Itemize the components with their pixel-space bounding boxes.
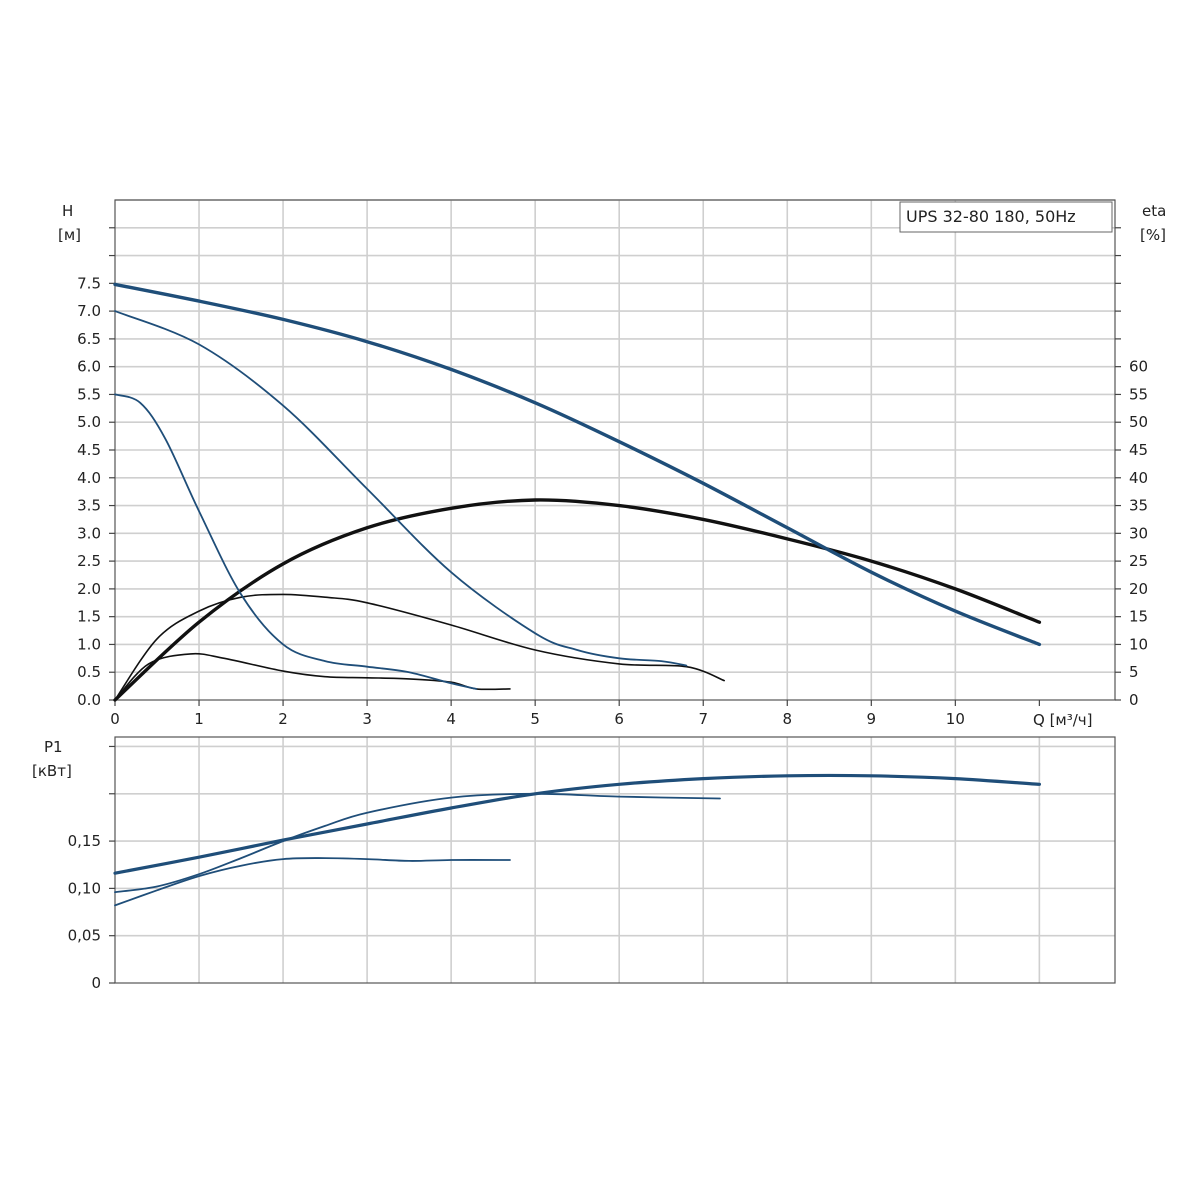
head-tick-label: 4.5 [77, 441, 101, 459]
eta-tick-label: 35 [1129, 497, 1148, 515]
efficiency-curves [113, 498, 1042, 702]
eta-tick-label: 25 [1129, 552, 1148, 570]
power-tick-label: 0,05 [68, 927, 101, 945]
eta-tick-label: 55 [1129, 385, 1148, 403]
flow-tick-label: 10 [946, 710, 965, 728]
eta-axis-ticks: 0 5 10 15 20 25 30 35 40 45 50 55 60 [1115, 227, 1148, 709]
eta-axis-unit: [%] [1140, 226, 1166, 244]
head-tick-label: 1.5 [77, 608, 101, 626]
head-tick-label: 7.5 [77, 274, 101, 292]
eta-tick-label: 0 [1129, 691, 1139, 709]
head-tick-label: 0.5 [77, 663, 101, 681]
head-curves [113, 282, 1042, 690]
head-tick-label: 3.5 [77, 497, 101, 515]
eta-tick-label: 50 [1129, 413, 1148, 431]
flow-axis-title: Q [м³/ч] [1033, 711, 1093, 729]
power-tick-label: 0,15 [68, 832, 101, 850]
lower-plot-frame [114, 736, 1116, 984]
head-tick-label: 3.0 [77, 524, 101, 542]
flow-tick-label: 2 [278, 710, 288, 728]
eta-tick-label: 15 [1129, 608, 1148, 626]
flow-tick-label: 0 [110, 710, 120, 728]
flow-tick-label: 3 [362, 710, 372, 728]
power-axis-ticks: 0 0,05 0,10 0,15 [68, 745, 115, 992]
head-tick-label: 7.0 [77, 302, 101, 320]
flow-tick-label: 8 [782, 710, 792, 728]
eta-tick-label: 60 [1129, 358, 1148, 376]
head-tick-label: 5.5 [77, 385, 101, 403]
head-curve-3 [114, 393, 478, 690]
power-curve-1 [113, 773, 1041, 875]
head-axis-title: H [62, 202, 73, 220]
eta-tick-label: 40 [1129, 469, 1148, 487]
flow-tick-label: 6 [614, 710, 624, 728]
head-tick-label: 4.0 [77, 469, 101, 487]
eta-curve-2 [114, 593, 725, 701]
flow-tick-label: 4 [446, 710, 456, 728]
head-curve-1 [113, 282, 1042, 647]
eta-tick-label: 45 [1129, 441, 1148, 459]
head-curve-2 [114, 310, 688, 667]
upper-grid [115, 199, 1115, 700]
power-tick-label: 0 [91, 974, 101, 992]
power-tick-label: 0,10 [68, 879, 101, 897]
power-curves [113, 773, 1041, 907]
head-tick-label: 5.0 [77, 413, 101, 431]
head-tick-label: 6.0 [77, 358, 101, 376]
power-axis-title: P1 [44, 738, 63, 756]
eta-curve-1 [113, 498, 1042, 702]
flow-tick-label: 7 [698, 710, 708, 728]
head-tick-label: 2.5 [77, 552, 101, 570]
eta-tick-label: 30 [1129, 524, 1148, 542]
head-axis-ticks: 0.0 0.5 1.0 1.5 2.0 2.5 3.0 3.5 4.0 4.5 5.0 5.5 6.0 6… [77, 227, 115, 709]
power-axis-unit: [кВт] [32, 762, 72, 780]
eta-tick-label: 10 [1129, 635, 1148, 653]
eta-tick-label: 20 [1129, 580, 1148, 598]
flow-tick-label: 1 [194, 710, 204, 728]
head-tick-label: 0.0 [77, 691, 101, 709]
flow-tick-label: 9 [867, 710, 877, 728]
chart-title: UPS 32-80 180, 50Hz [906, 207, 1076, 226]
power-plot: 0 0,05 0,10 0,15 P1 [кВт] [32, 736, 1116, 992]
flow-tick-label: 5 [530, 710, 540, 728]
flow-axis-ticks: 0 1 2 3 4 5 6 7 8 9 10 [110, 700, 1040, 728]
head-axis-unit: [м] [58, 226, 81, 244]
power-curve-3 [114, 857, 511, 907]
eta-curve-3 [114, 652, 511, 701]
chart-title-box [899, 201, 1113, 233]
eta-tick-label: 5 [1129, 663, 1139, 681]
head-tick-label: 1.0 [77, 635, 101, 653]
head-eta-plot: 0.0 0.5 1.0 1.5 2.0 2.5 3.0 3.5 4.0 4.5 5.0 5.5 6.0 6… [58, 199, 1166, 729]
power-curve-2 [114, 792, 721, 894]
eta-axis-title: eta [1142, 202, 1166, 220]
head-tick-label: 2.0 [77, 580, 101, 598]
head-tick-label: 6.5 [77, 330, 101, 348]
